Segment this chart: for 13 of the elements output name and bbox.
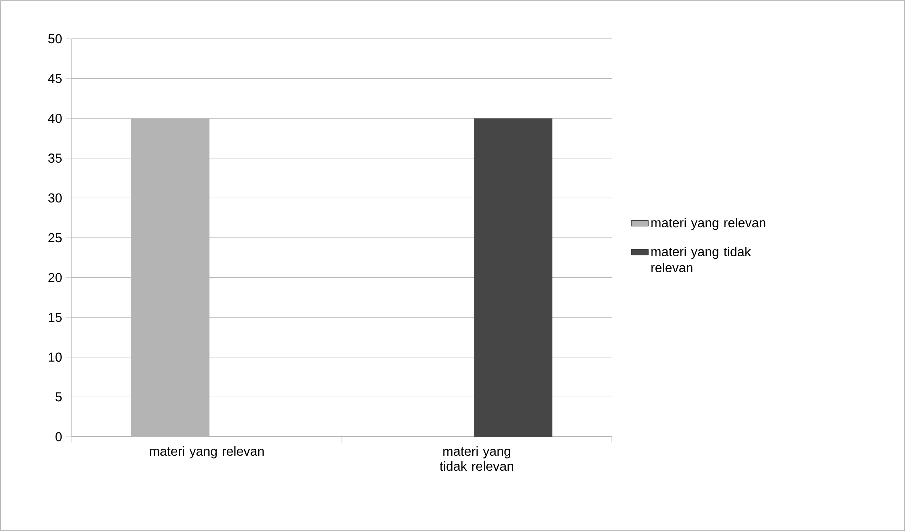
y-tick-label: 45 — [48, 74, 62, 84]
legend-label: materi yang relevan — [652, 218, 766, 230]
y-tick-label: 25 — [48, 233, 62, 243]
y-tick-label: 10 — [49, 352, 62, 362]
legend-label: materi yang tidak relevan — [652, 246, 752, 273]
y-tick-label: 30 — [48, 194, 62, 203]
y-tick-label: 20 — [48, 273, 62, 282]
y-tick-label: 35 — [48, 154, 62, 163]
y-tick-label: 0 — [56, 432, 62, 442]
y-tick-label: 50 — [48, 34, 62, 44]
y-tick-label: 5 — [56, 392, 62, 402]
y-tick-label: 40 — [48, 114, 62, 124]
y-tick-label: 15 — [49, 313, 62, 322]
